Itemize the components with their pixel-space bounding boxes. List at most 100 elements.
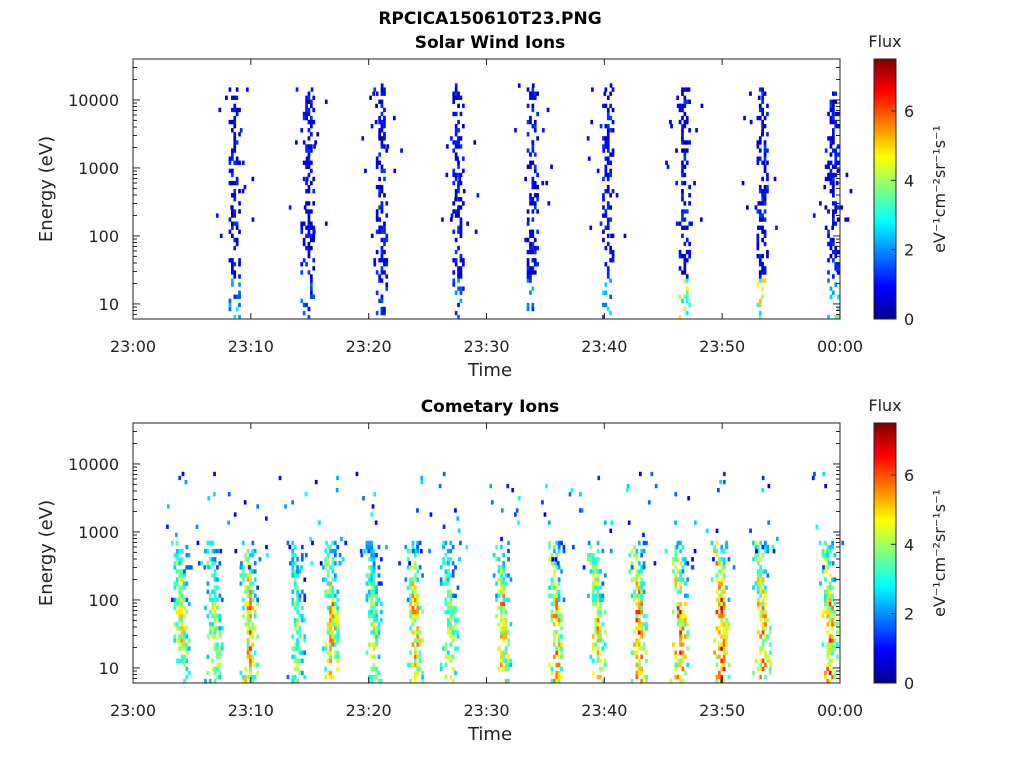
flux-cell [637,609,641,615]
flux-cell [303,205,307,210]
flux-cell [243,500,247,505]
flux-cell [241,573,245,578]
flux-cell [555,662,559,668]
flux-cell [206,540,210,546]
flux-cell [681,270,684,275]
flux-cell [633,597,636,603]
flux-cell [303,634,307,639]
flux-cell [524,176,527,182]
flux-cell [416,544,419,550]
flux-cell [640,654,643,659]
flux-cell [556,561,560,566]
flux-cell [553,634,556,639]
flux-cell [296,589,299,594]
flux-cell [312,233,316,239]
flux-cell [238,209,241,214]
flux-cell [832,258,835,263]
flux-cell [450,217,453,222]
flux-cell [836,217,840,222]
flux-cell [761,119,764,125]
flux-cell [766,176,769,182]
flux-cell [454,124,458,129]
flux-cell [758,103,762,109]
flux-cell [756,553,760,558]
flux-cell [365,650,369,655]
flux-cell [599,597,602,603]
flux-cell [240,561,243,566]
flux-cell [454,609,457,615]
flux-cell [759,540,762,546]
flux-cell [678,119,682,125]
flux-cell [246,609,250,615]
flux-cell [416,593,420,598]
flux-cell [602,176,605,182]
flux-cell [766,172,769,178]
flux-cell [359,548,363,554]
flux-cell [383,241,386,247]
flux-cell [213,577,217,582]
flux-cell [447,630,450,635]
flux-cell [187,638,191,643]
flux-cell [688,99,691,104]
flux-cell [449,540,453,546]
flux-cell [449,618,453,623]
flux-cell [336,609,340,615]
flux-cell [253,609,257,615]
flux-cell [541,500,544,505]
flux-cell [228,156,232,161]
flux-cell [596,597,600,603]
flux-cell [591,646,595,651]
flux-cell [599,124,603,129]
flux-cell [325,540,328,546]
flux-cell [340,536,343,542]
solar-wind-y-label: Energy (eV) [36,136,57,242]
flux-cell [599,221,603,226]
flux-cell [746,205,749,210]
flux-cell [447,609,450,615]
flux-cell [447,654,450,659]
flux-cell [302,221,306,226]
flux-cell [718,605,721,611]
flux-cell [763,164,767,169]
flux-cell [180,573,184,578]
flux-cell [759,634,762,639]
flux-cell [183,630,186,635]
flux-cell [547,201,551,206]
flux-cell [265,544,268,550]
flux-cell [604,103,608,109]
flux-cell [828,573,832,578]
flux-cell [372,642,376,647]
flux-cell [411,589,415,594]
flux-cell [416,597,420,603]
flux-cell [637,593,641,598]
flux-cell [451,654,455,659]
flux-cell [718,569,721,574]
flux-cell [766,160,769,165]
flux-cell [637,646,641,651]
flux-cell [183,662,186,668]
flux-cell [446,548,450,554]
flux-cell [449,658,453,663]
flux-cell [529,245,532,251]
flux-cell [373,87,377,92]
flux-cell [772,548,776,554]
flux-cell [727,662,731,668]
flux-cell [555,609,559,615]
flux-cell [637,540,641,546]
flux-cell [441,217,444,222]
flux-cell [372,646,376,651]
flux-cell [756,589,760,594]
flux-cell [173,565,177,570]
flux-cell [827,258,830,263]
flux-cell [832,237,835,243]
flux-cell [626,483,630,489]
flux-cell [336,597,340,603]
flux-cell [457,229,460,234]
flux-cell [758,298,762,304]
flux-cell [500,589,503,594]
flux-cell [373,262,377,267]
x-tick-label: 23:40 [581,701,627,720]
flux-cell [759,565,762,570]
flux-cell [380,91,384,96]
flux-cell [370,512,374,517]
